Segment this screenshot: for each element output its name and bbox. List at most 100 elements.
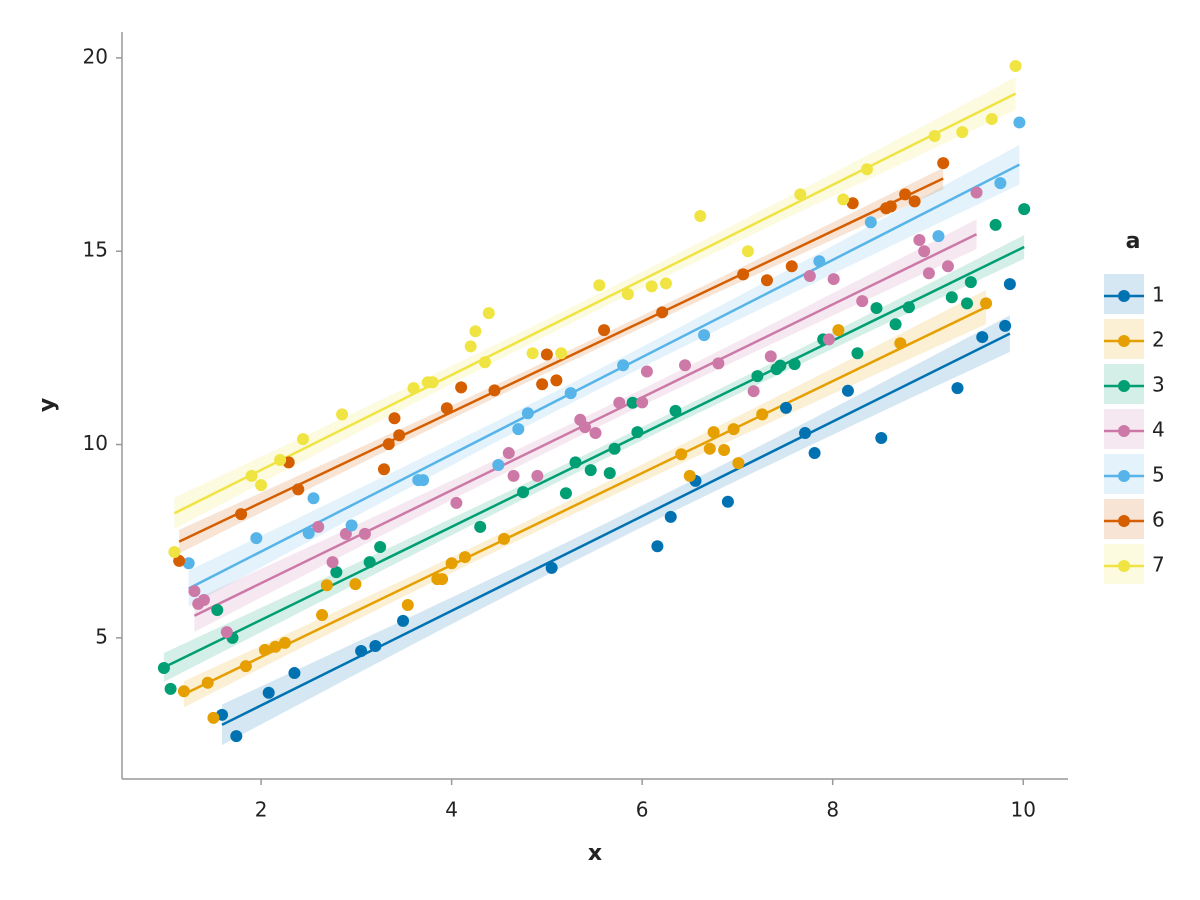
point bbox=[675, 448, 688, 461]
point bbox=[651, 540, 664, 553]
point bbox=[250, 532, 263, 545]
y-tick-label: 20 bbox=[83, 44, 108, 68]
point bbox=[780, 401, 793, 414]
point bbox=[235, 508, 248, 521]
point bbox=[884, 200, 897, 213]
point bbox=[393, 429, 406, 442]
point bbox=[837, 193, 850, 206]
legend-label: 4 bbox=[1152, 418, 1165, 442]
point bbox=[626, 396, 639, 409]
legend-label: 3 bbox=[1152, 373, 1165, 397]
legend-label: 2 bbox=[1152, 328, 1165, 352]
point bbox=[846, 197, 859, 210]
point bbox=[464, 340, 477, 353]
y-axis-label: y bbox=[35, 398, 60, 412]
point bbox=[799, 426, 812, 439]
point bbox=[220, 626, 233, 639]
point bbox=[517, 486, 530, 499]
point bbox=[727, 423, 740, 436]
x-tick-label: 2 bbox=[255, 798, 268, 822]
x-tick-label: 6 bbox=[636, 798, 649, 822]
point bbox=[951, 382, 964, 395]
point bbox=[656, 306, 669, 319]
point bbox=[712, 357, 725, 370]
point bbox=[679, 359, 692, 372]
point bbox=[569, 456, 582, 469]
point bbox=[307, 492, 320, 505]
point bbox=[918, 245, 931, 258]
point bbox=[669, 404, 682, 417]
regression-line bbox=[163, 245, 1025, 669]
legend-marker bbox=[1118, 290, 1130, 302]
point bbox=[339, 527, 352, 540]
point bbox=[550, 374, 563, 387]
point bbox=[401, 599, 414, 612]
point bbox=[870, 302, 883, 315]
point bbox=[989, 218, 1002, 231]
point bbox=[478, 356, 491, 369]
point bbox=[756, 408, 769, 421]
point bbox=[774, 359, 787, 372]
point bbox=[316, 609, 329, 622]
x-tick-label: 8 bbox=[826, 798, 839, 822]
point bbox=[851, 347, 864, 360]
point bbox=[664, 510, 677, 523]
point bbox=[450, 496, 463, 509]
point bbox=[374, 541, 387, 554]
point bbox=[737, 268, 750, 281]
point bbox=[545, 561, 558, 574]
point bbox=[474, 520, 487, 533]
legend-marker bbox=[1118, 425, 1130, 437]
point bbox=[741, 245, 754, 258]
legend-title: a bbox=[1126, 229, 1141, 254]
point bbox=[358, 527, 371, 540]
point bbox=[292, 483, 305, 496]
point bbox=[564, 387, 577, 400]
point bbox=[964, 276, 977, 289]
point bbox=[417, 474, 430, 487]
point bbox=[703, 442, 716, 455]
point bbox=[889, 318, 902, 331]
point bbox=[197, 593, 210, 606]
point bbox=[980, 297, 993, 310]
point bbox=[436, 573, 449, 586]
regression-line bbox=[178, 177, 944, 543]
point bbox=[312, 520, 325, 533]
point bbox=[388, 412, 401, 425]
point bbox=[659, 277, 672, 290]
point bbox=[578, 421, 591, 434]
point bbox=[694, 210, 707, 223]
point bbox=[589, 426, 602, 439]
point bbox=[407, 382, 420, 395]
point bbox=[355, 645, 368, 658]
point bbox=[502, 447, 515, 460]
y-tick-label: 5 bbox=[95, 624, 108, 648]
point bbox=[201, 676, 214, 689]
point bbox=[363, 556, 376, 569]
point bbox=[211, 604, 224, 617]
point bbox=[803, 269, 816, 282]
legend-label: 6 bbox=[1152, 508, 1165, 532]
point bbox=[908, 195, 921, 208]
point bbox=[274, 454, 287, 467]
point bbox=[482, 307, 495, 320]
legend: 1 2 3 4 5 6 7 bbox=[1104, 274, 1165, 584]
point bbox=[603, 467, 616, 480]
x-axis-label: x bbox=[588, 841, 602, 866]
point bbox=[922, 267, 935, 280]
point bbox=[785, 260, 798, 273]
point bbox=[593, 279, 606, 292]
point bbox=[941, 260, 954, 273]
point bbox=[245, 469, 258, 482]
point bbox=[683, 469, 696, 482]
point bbox=[345, 519, 358, 532]
point bbox=[1009, 60, 1022, 73]
point bbox=[994, 177, 1007, 190]
point bbox=[369, 639, 382, 652]
point bbox=[760, 274, 773, 287]
point bbox=[976, 331, 989, 344]
point bbox=[827, 273, 840, 286]
point bbox=[621, 288, 634, 301]
regression-line bbox=[183, 305, 987, 696]
legend-marker bbox=[1118, 515, 1130, 527]
